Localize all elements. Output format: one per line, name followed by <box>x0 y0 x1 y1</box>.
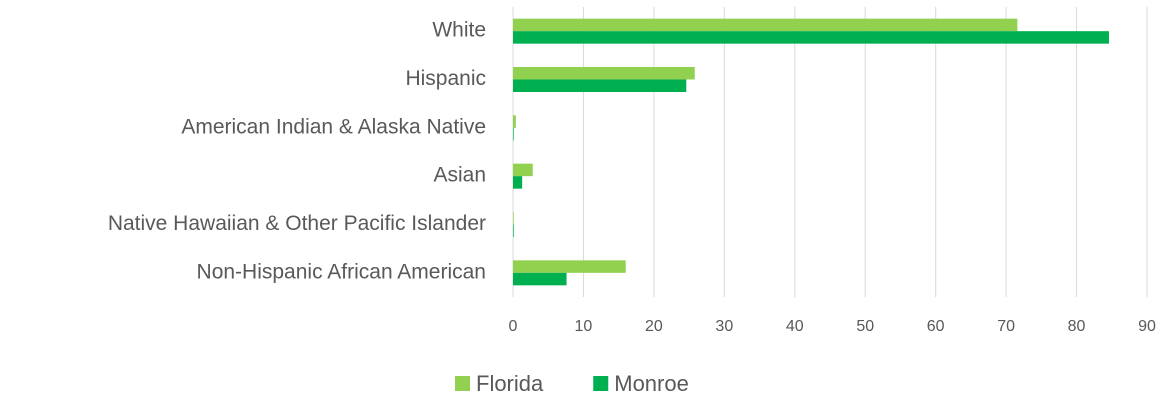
x-tick-label: 90 <box>1138 318 1156 335</box>
x-tick-label: 40 <box>786 318 804 335</box>
bar <box>513 127 514 141</box>
y-tick-label: Hispanic <box>405 67 486 90</box>
x-tick-label: 50 <box>856 318 874 335</box>
bar <box>513 67 695 80</box>
bar <box>513 260 626 273</box>
bar <box>513 31 1109 44</box>
y-tick-label: White <box>432 19 486 42</box>
x-tick-label: 70 <box>997 318 1015 335</box>
bar <box>513 115 516 128</box>
bar <box>513 163 533 177</box>
x-tick-label: 0 <box>509 318 518 335</box>
bar <box>513 272 567 286</box>
x-tick-label: 80 <box>1068 318 1086 335</box>
bar <box>513 224 514 237</box>
x-tick-label: 20 <box>645 318 663 335</box>
bar <box>513 79 687 92</box>
y-tick-label: Non-Hispanic African American <box>197 260 486 283</box>
legend-swatch <box>455 376 470 391</box>
bar <box>513 18 1018 32</box>
y-tick-label: American Indian & Alaska Native <box>181 115 486 138</box>
legend-label: Florida <box>476 371 544 396</box>
x-tick-label: 60 <box>927 318 945 335</box>
y-tick-label: Native Hawaiian & Other Pacific Islander <box>108 212 486 235</box>
x-tick-label: 30 <box>715 318 733 335</box>
legend-label: Monroe <box>614 371 689 396</box>
bar <box>513 212 514 225</box>
x-tick-label: 10 <box>575 318 593 335</box>
legend-swatch <box>593 376 609 391</box>
y-tick-label: Asian <box>433 164 486 187</box>
bar <box>513 176 523 189</box>
